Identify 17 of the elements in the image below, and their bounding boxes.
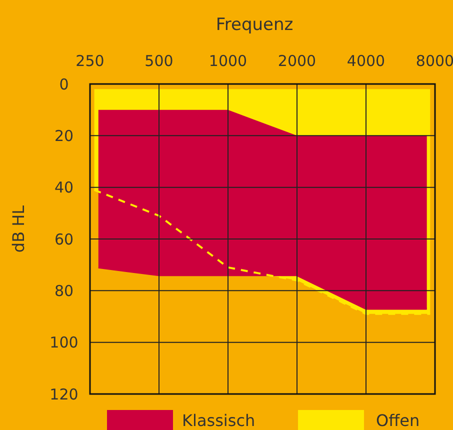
x-tick-label: 500: [144, 52, 174, 70]
x-tick-label: 1000: [208, 52, 248, 70]
y-tick-label: 60: [54, 230, 74, 248]
y-tick-label: 100: [50, 334, 78, 352]
x-tick-label: 250: [76, 52, 104, 70]
y-tick-label: 0: [59, 75, 69, 94]
x-axis-title: Frequenz: [216, 15, 294, 35]
y-tick-label: 40: [54, 178, 74, 197]
y-tick-label: 120: [50, 385, 78, 404]
y-tick-label: 20: [54, 126, 74, 145]
legend-label: Offen: [376, 411, 420, 430]
y-axis-title: dB HL: [9, 205, 28, 253]
x-tick-label: 8000: [416, 52, 453, 70]
legend-label: Klassisch: [182, 411, 256, 430]
y-tick-label: 80: [54, 282, 74, 300]
x-tick-label: 2000: [278, 52, 316, 70]
x-tick-label: 4000: [346, 52, 386, 70]
